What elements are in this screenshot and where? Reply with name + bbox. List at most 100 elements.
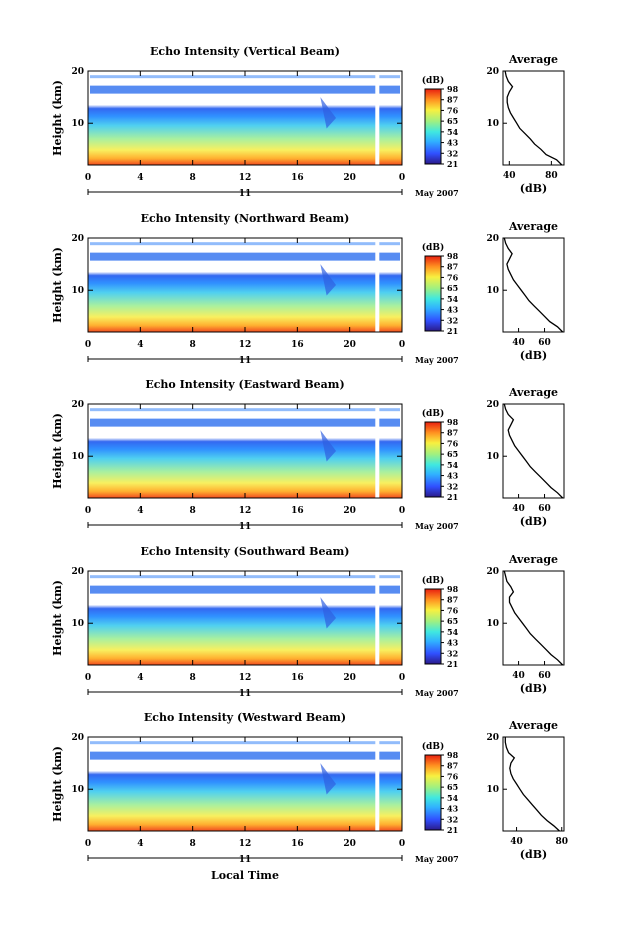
transition-feature (320, 430, 337, 462)
panel-2: Echo Intensity (Northward Beam) 10 20 Heigh… (51, 212, 565, 366)
colorbar-tick-label: 87 (447, 95, 458, 105)
upper-echo-layer (90, 252, 400, 261)
colorbar-tick-label: 98 (447, 417, 459, 427)
average-title: Average (508, 719, 558, 732)
x-tick-label: 4 (137, 506, 143, 516)
y-tick-label: 20 (71, 567, 84, 577)
x-tick-label: 16 (291, 506, 304, 516)
x-tick-label: 16 (291, 673, 304, 683)
x-tick-label: 4 (137, 340, 143, 350)
x-tick-label: 12 (239, 673, 252, 683)
day-label: 11 (239, 855, 252, 865)
colorbar-tick-label: 54 (447, 127, 459, 137)
colorbar-tick-label: 65 (447, 616, 458, 626)
y-axis-title: Height (km) (51, 80, 64, 156)
colorbar-tick-label: 65 (447, 283, 458, 293)
colorbar (424, 88, 442, 165)
x-tick-label: 16 (291, 340, 304, 350)
x-tick-label: 0 (399, 673, 405, 683)
average-title: Average (508, 220, 558, 233)
average-frame (502, 736, 565, 832)
intensity-field (88, 571, 402, 665)
day-label: 11 (239, 189, 252, 199)
panel-title: Echo Intensity (Vertical Beam) (150, 45, 340, 58)
colorbar-label: (dB) (422, 75, 444, 86)
colorbar-tick-label: 65 (447, 449, 458, 459)
avg-x-axis-title: (dB) (520, 848, 547, 861)
avg-x-tick-label: 60 (538, 504, 551, 514)
x-tick-label: 4 (137, 839, 143, 849)
avg-x-tick-label: 60 (538, 671, 551, 681)
colorbar-label: (dB) (422, 575, 444, 586)
y-tick-label: 20 (71, 400, 84, 410)
colorbar-tick-label: 43 (447, 138, 459, 148)
transition-feature (320, 763, 337, 795)
average-frame (502, 70, 565, 166)
x-tick-label: 0 (85, 506, 91, 516)
x-tick-label: 12 (239, 340, 252, 350)
colorbar-tick-label: 76 (447, 771, 459, 781)
colorbar-tick-label: 32 (447, 814, 458, 824)
avg-y-tick-label: 20 (486, 567, 499, 577)
data-gap (375, 238, 380, 332)
intensity-field (88, 404, 402, 498)
colorbar-tick-label: 21 (447, 659, 458, 669)
y-tick-label: 20 (71, 67, 84, 77)
colorbar (424, 588, 442, 665)
avg-y-tick-label: 10 (486, 785, 499, 795)
average-frame (502, 237, 565, 333)
colorbar-tick-label: 76 (447, 605, 459, 615)
colorbar-tick-label: 21 (447, 159, 458, 169)
x-tick-label: 12 (239, 173, 252, 183)
average-profile-line (503, 570, 564, 666)
panel-title: Echo Intensity (Southward Beam) (141, 545, 350, 558)
avg-x-tick-label: 60 (538, 338, 551, 348)
x-tick-label: 0 (85, 173, 91, 183)
avg-y-tick-label: 20 (486, 67, 499, 77)
colorbar-tick-label: 76 (447, 272, 459, 282)
transition-feature (320, 97, 337, 129)
y-axis-title: Height (km) (51, 746, 64, 822)
top-echo-layer (90, 242, 400, 246)
y-tick-label: 10 (71, 785, 84, 795)
avg-x-tick-label: 40 (512, 504, 525, 514)
data-gap (375, 404, 380, 498)
day-label: 11 (239, 689, 252, 699)
x-tick-label: 20 (343, 173, 356, 183)
upper-echo-layer (90, 418, 400, 427)
average-profile-line (503, 237, 564, 333)
average-profile-line (504, 737, 560, 832)
x-tick-label: 4 (137, 173, 143, 183)
month-label: May 2007 (415, 688, 459, 698)
x-tick-label: 0 (85, 673, 91, 683)
colorbar-tick-label: 98 (447, 750, 459, 760)
colorbar-tick-label: 32 (447, 315, 458, 325)
y-tick-label: 10 (71, 452, 84, 462)
x-tick-label: 0 (399, 340, 405, 350)
colorbar-label: (dB) (422, 408, 444, 419)
x-tick-label: 20 (343, 340, 356, 350)
x-tick-label: 12 (239, 839, 252, 849)
colorbar-tick-label: 43 (447, 471, 459, 481)
x-tick-label: 20 (343, 839, 356, 849)
x-tick-label: 4 (137, 673, 143, 683)
month-label: May 2007 (415, 854, 459, 864)
y-tick-label: 10 (71, 119, 84, 129)
month-label: May 2007 (415, 355, 459, 365)
transition-feature (320, 264, 337, 296)
colorbar-tick-label: 43 (447, 804, 459, 814)
y-tick-label: 10 (71, 619, 84, 629)
avg-y-tick-label: 10 (486, 286, 499, 296)
colorbar-tick-label: 87 (447, 262, 458, 272)
top-echo-layer (90, 75, 400, 79)
data-gap (375, 737, 380, 831)
average-profile-line (503, 403, 564, 499)
upper-echo-layer (90, 751, 400, 760)
colorbar-label: (dB) (422, 242, 444, 253)
colorbar-label: (dB) (422, 741, 444, 752)
intensity-field (88, 71, 402, 165)
panel-3: Echo Intensity (Eastward Beam) 10 20 Height… (51, 378, 565, 532)
average-title: Average (508, 53, 558, 66)
x-tick-label: 0 (85, 340, 91, 350)
x-tick-label: 8 (190, 839, 196, 849)
